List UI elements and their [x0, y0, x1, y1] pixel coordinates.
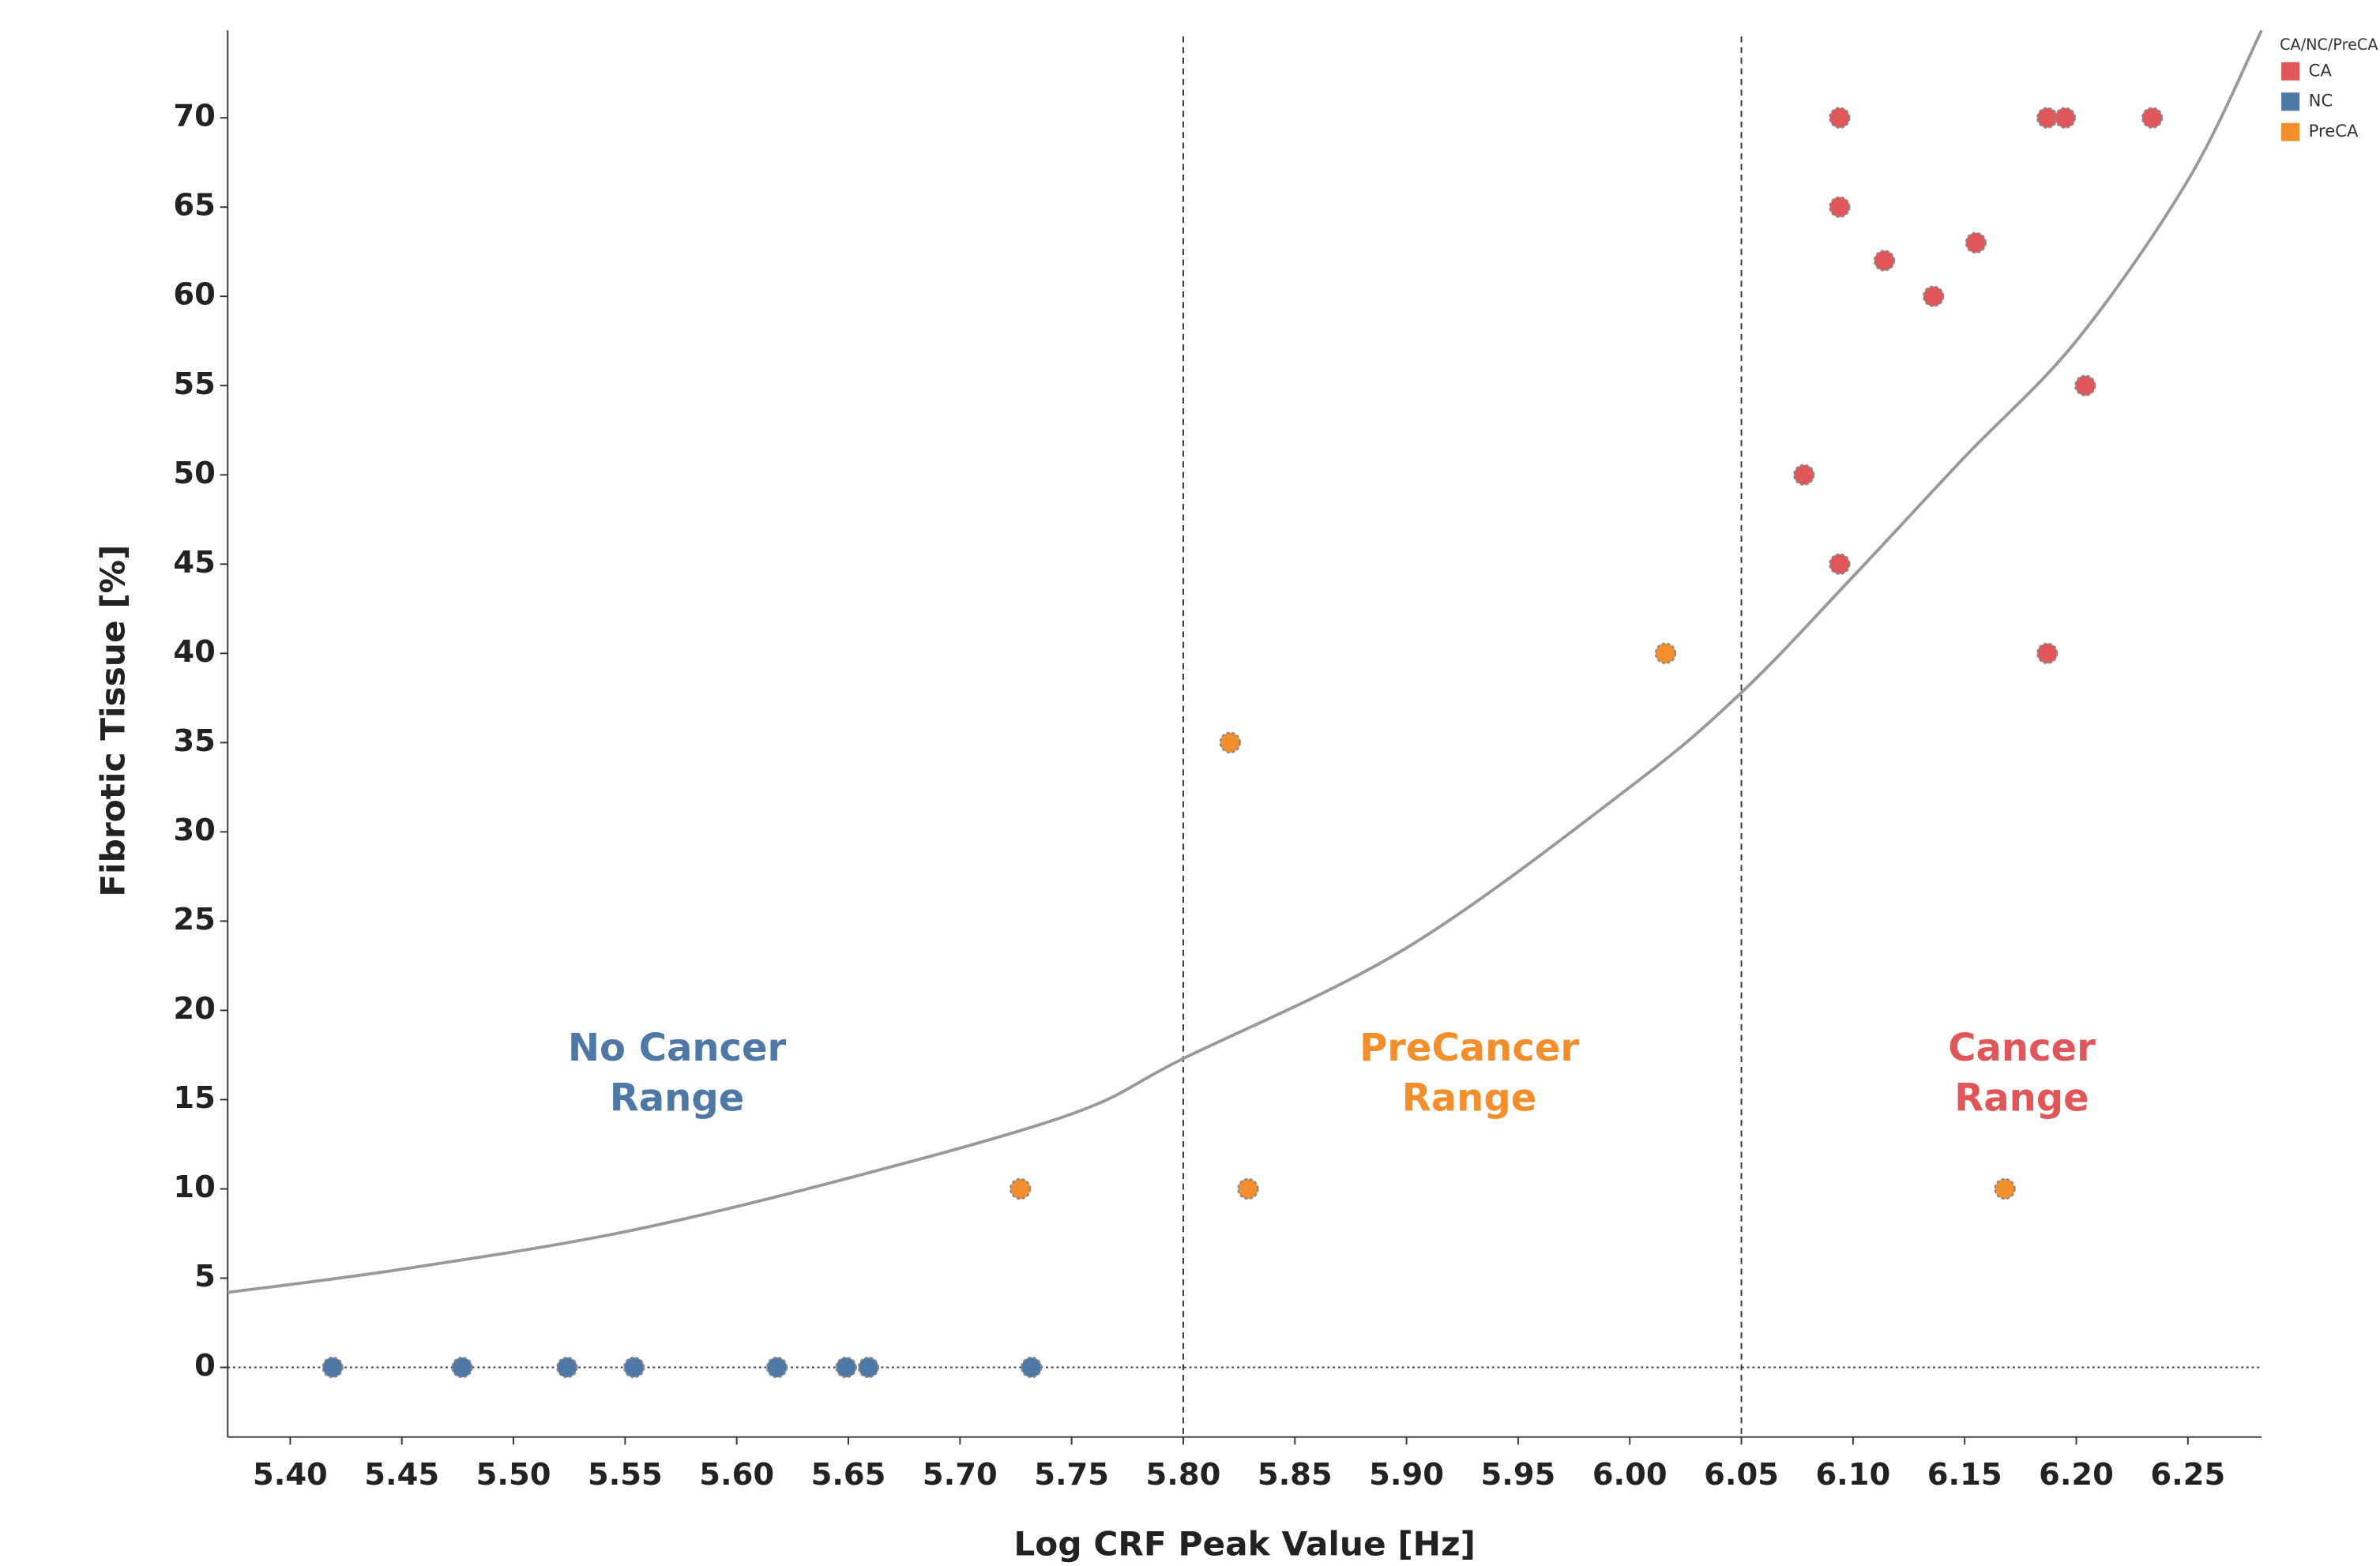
y-tick-label: 35	[173, 723, 215, 759]
y-tick-label: 65	[173, 188, 215, 223]
data-point	[453, 1358, 472, 1377]
x-tick-label: 6.05	[1704, 1457, 1779, 1493]
y-tick-label: 15	[173, 1080, 215, 1116]
legend-swatch	[2281, 92, 2299, 111]
x-tick-label: 5.55	[588, 1457, 663, 1493]
x-tick-label: 5.75	[1034, 1457, 1109, 1493]
y-tick-label: 10	[173, 1170, 215, 1205]
x-tick-label: 5.70	[923, 1457, 998, 1493]
y-tick-label: 55	[173, 366, 215, 402]
y-tick-label: 50	[173, 456, 215, 491]
range-label: Range	[610, 1076, 745, 1121]
data-point	[1794, 465, 1814, 485]
data-point	[2142, 108, 2162, 128]
y-tick-label: 0	[194, 1348, 216, 1384]
range-label: Cancer	[1948, 1026, 2096, 1070]
legend-label: NC	[2309, 91, 2333, 111]
x-tick-label: 5.95	[1480, 1457, 1555, 1493]
chart: Log CRF Peak Value [Hz] Fibrotic Tissue …	[0, 0, 2380, 1566]
data-point	[323, 1358, 343, 1377]
data-point	[1656, 644, 1675, 663]
x-tick-label: 5.45	[364, 1457, 439, 1493]
data-point	[859, 1358, 878, 1377]
data-point	[1238, 1179, 1258, 1199]
data-point	[1923, 287, 1943, 306]
legend-swatch	[2281, 123, 2299, 141]
range-label: PreCancer	[1359, 1026, 1579, 1070]
range-label: Range	[1402, 1076, 1537, 1121]
x-tick-label: 5.60	[699, 1457, 774, 1493]
y-tick-label: 40	[173, 634, 215, 670]
y-tick-label: 70	[173, 99, 215, 134]
range-label: Range	[1954, 1076, 2089, 1121]
data-point	[557, 1358, 577, 1377]
x-tick-label: 6.25	[2150, 1457, 2225, 1493]
data-point	[1966, 233, 1986, 253]
data-point	[1829, 554, 1849, 574]
legend-swatch	[2281, 62, 2299, 81]
page: Log CRF Peak Value [Hz] Fibrotic Tissue …	[0, 0, 2380, 1566]
data-point	[1874, 251, 1894, 271]
y-tick-label: 20	[173, 991, 215, 1027]
data-point	[1829, 197, 1849, 217]
x-tick-label: 5.65	[811, 1457, 886, 1493]
data-point	[1010, 1179, 1030, 1199]
x-tick-label: 5.80	[1146, 1457, 1221, 1493]
x-tick-label: 6.00	[1592, 1457, 1668, 1493]
data-point	[1220, 733, 1240, 753]
data-point	[1021, 1358, 1041, 1377]
y-tick-label: 60	[173, 277, 215, 313]
data-point	[2037, 644, 2057, 663]
data-point	[2055, 108, 2075, 128]
range-label: No Cancer	[568, 1026, 787, 1070]
legend-label: PreCA	[2309, 121, 2359, 141]
y-tick-label: 5	[194, 1259, 216, 1294]
y-tick-label: 30	[173, 813, 215, 848]
data-point	[837, 1358, 856, 1377]
x-tick-label: 5.50	[476, 1457, 551, 1493]
y-axis-label: Fibrotic Tissue [%]	[94, 545, 133, 897]
x-tick-label: 5.40	[253, 1457, 328, 1493]
data-point	[1829, 108, 1849, 128]
x-tick-label: 6.20	[2039, 1457, 2114, 1493]
data-point	[2037, 108, 2057, 128]
y-tick-label: 25	[173, 902, 215, 937]
data-point	[2075, 376, 2095, 396]
x-tick-label: 6.10	[1815, 1457, 1890, 1493]
x-tick-label: 5.90	[1369, 1457, 1444, 1493]
x-axis-label: Log CRF Peak Value [Hz]	[1013, 1525, 1476, 1564]
legend-title: CA/NC/PreCA	[2280, 36, 2378, 54]
data-point	[624, 1358, 644, 1377]
data-point	[1995, 1179, 2015, 1199]
x-tick-label: 6.15	[1927, 1457, 2002, 1493]
y-tick-label: 45	[173, 545, 215, 580]
data-point	[767, 1358, 787, 1377]
x-tick-label: 5.85	[1258, 1457, 1333, 1493]
legend-label: CA	[2309, 60, 2333, 80]
